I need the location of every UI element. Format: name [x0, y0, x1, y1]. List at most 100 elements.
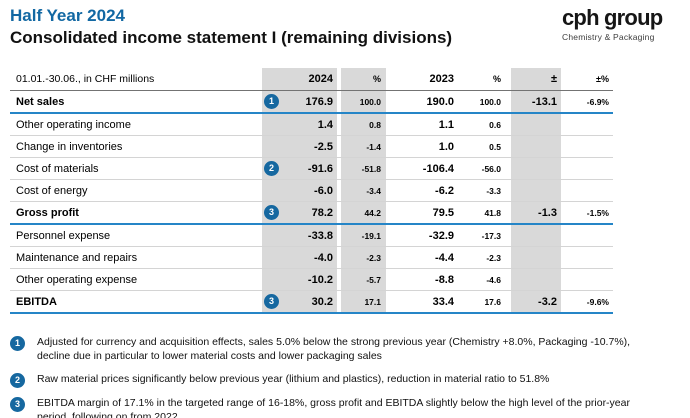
- cell-deltaPct: [561, 269, 613, 290]
- footnote-text: EBITDA margin of 17.1% in the targeted r…: [37, 396, 630, 418]
- cell-label: Net sales: [10, 91, 262, 112]
- cell-text: -6.0: [314, 184, 333, 197]
- cell-delta: [511, 158, 561, 179]
- footnote-ref-badge: 1: [264, 94, 279, 109]
- cell-text: 1.4: [317, 118, 333, 131]
- footnote: 1 Adjusted for currency and acquisition e…: [10, 336, 682, 364]
- cell-deltaPct: [561, 180, 613, 201]
- cell-p2024: 17.1: [341, 291, 386, 312]
- table-row: Gross profit 3 78.2 44.2 79.5 41.8 -1.3 -1.5%: [10, 202, 613, 225]
- cell-p2024: -3.4: [341, 180, 386, 201]
- cell-delta: [511, 225, 561, 246]
- footnote-badge: 3: [10, 396, 25, 412]
- cell-v2024: 2 -91.6: [262, 158, 337, 179]
- cell-p2024: -1.4: [341, 136, 386, 157]
- table-row: EBITDA 3 30.2 17.1 33.4 17.6 -3.2 -9.6%: [10, 291, 613, 314]
- cell-text: 1.0: [438, 140, 454, 153]
- footnote-ref-badge: 3: [264, 294, 279, 309]
- footnote-badge: 2: [10, 372, 25, 388]
- cell-text: -3.2: [538, 295, 557, 308]
- cell-v2023: -8.8: [386, 269, 458, 290]
- cell-v2023: -6.2: [386, 180, 458, 201]
- cell-text: 78.2: [311, 206, 333, 219]
- cell-text: 30.2: [311, 295, 333, 308]
- cell-text: -19.1: [361, 230, 381, 241]
- cell-p2024: -51.8: [341, 158, 386, 179]
- cell-v2023: -4.4: [386, 247, 458, 268]
- cell-text: -10.2: [307, 273, 333, 286]
- cell-text: Other operating income: [16, 118, 131, 131]
- cell-text: Other operating expense: [16, 273, 138, 286]
- cell-text: -17.3: [481, 230, 501, 241]
- cell-v2023: 79.5: [386, 202, 458, 223]
- cell-label: Cost of energy: [10, 180, 262, 201]
- cell-text: -2.5: [314, 140, 333, 153]
- cell-text: -33.8: [307, 229, 333, 242]
- logo-wordmark: cph group: [562, 5, 663, 30]
- footnotes-section: 1 Adjusted for currency and acquisition e…: [10, 336, 682, 418]
- cell-text: ±: [550, 73, 557, 85]
- cell-label: EBITDA: [10, 291, 262, 312]
- footnote-ref-badge: 3: [264, 205, 279, 220]
- cell-text: 79.5: [432, 206, 454, 219]
- cell-delta: [511, 247, 561, 268]
- cell-text: 0.5: [489, 141, 501, 152]
- cell-text: 0.6: [489, 119, 501, 130]
- cell-deltaPct: -1.5%: [561, 202, 613, 223]
- cell-p2023: 0.5: [458, 136, 506, 157]
- cell-p2023: 0.6: [458, 114, 506, 135]
- cell-v2023: -106.4: [386, 158, 458, 179]
- cell-label: Maintenance and repairs: [10, 247, 262, 268]
- cell-v2024: -2.5: [262, 136, 337, 157]
- cell-text: Maintenance and repairs: [16, 251, 138, 264]
- cell-label: Personnel expense: [10, 225, 262, 246]
- report-period-title: Half Year 2024: [10, 6, 125, 25]
- table-header-row: 01.01.-30.06., in CHF millions 2024% 2023%…: [10, 68, 613, 91]
- cell-label: Other operating expense: [10, 269, 262, 290]
- cell-text: -1.4: [366, 141, 381, 152]
- table-row: Personnel expense -33.8 -19.1 -32.9 -17.3: [10, 225, 613, 247]
- cell-delta: -1.3: [511, 202, 561, 223]
- cell-deltaPct: [561, 247, 613, 268]
- footnote: 2 Raw material prices significantly below…: [10, 372, 682, 388]
- cell-text: Change in inventories: [16, 140, 123, 153]
- cell-text: 190.0: [426, 95, 454, 108]
- cell-text: 0.8: [369, 119, 381, 130]
- table-row: Cost of energy -6.0 -3.4 -6.2 -3.3: [10, 180, 613, 202]
- cell-p2024: 44.2: [341, 202, 386, 223]
- cell-text: -106.4: [422, 162, 454, 175]
- table-row: Maintenance and repairs -4.0 -2.3 -4.4 -2.3: [10, 247, 613, 269]
- cell-text: 100.0: [479, 96, 501, 107]
- cell-text: -3.4: [366, 185, 381, 196]
- footnote: 3 EBITDA margin of 17.1% in the targeted …: [10, 396, 682, 418]
- cell-text: 01.01.-30.06., in CHF millions: [16, 73, 155, 85]
- cell-delta: -3.2: [511, 291, 561, 312]
- cell-v2024: 1 176.9: [262, 91, 337, 112]
- footnote-text: Adjusted for currency and acquisition ef…: [37, 336, 631, 362]
- cell-label: Cost of materials: [10, 158, 262, 179]
- cell-text: EBITDA: [16, 295, 57, 308]
- cell-text: -9.6%: [586, 296, 609, 307]
- cell-label: Other operating income: [10, 114, 262, 135]
- cell-p2024: -19.1: [341, 225, 386, 246]
- logo-tagline: Chemistry & Packaging: [562, 32, 655, 42]
- cell-deltaPct: -6.9%: [561, 91, 613, 112]
- company-logo: cph group Chemistry & Packaging: [562, 5, 663, 43]
- cell-v2023: 33.4: [386, 291, 458, 312]
- cell-text: -4.0: [314, 251, 333, 264]
- cell-delta: [511, 269, 561, 290]
- cell-text: -1.3: [538, 206, 557, 219]
- cell-p2024: -2.3: [341, 247, 386, 268]
- cell-v2024: 3 78.2: [262, 202, 337, 223]
- footnote-text: Raw material prices significantly below …: [37, 372, 550, 385]
- cell-text: 41.8: [484, 207, 501, 218]
- cell-text: Cost of materials: [16, 162, 99, 175]
- cell-v2024: -4.0: [262, 247, 337, 268]
- cell-p2023: -2.3: [458, 247, 506, 268]
- footnote-ref-badge: 2: [264, 161, 279, 176]
- cell-v2023: 1.1: [386, 114, 458, 135]
- cell-p2024: 100.0: [341, 91, 386, 112]
- cell-v2024: -33.8: [262, 225, 337, 246]
- header-cell-deltaPct: ±%: [561, 68, 613, 90]
- footnote-badge: 1: [10, 336, 25, 351]
